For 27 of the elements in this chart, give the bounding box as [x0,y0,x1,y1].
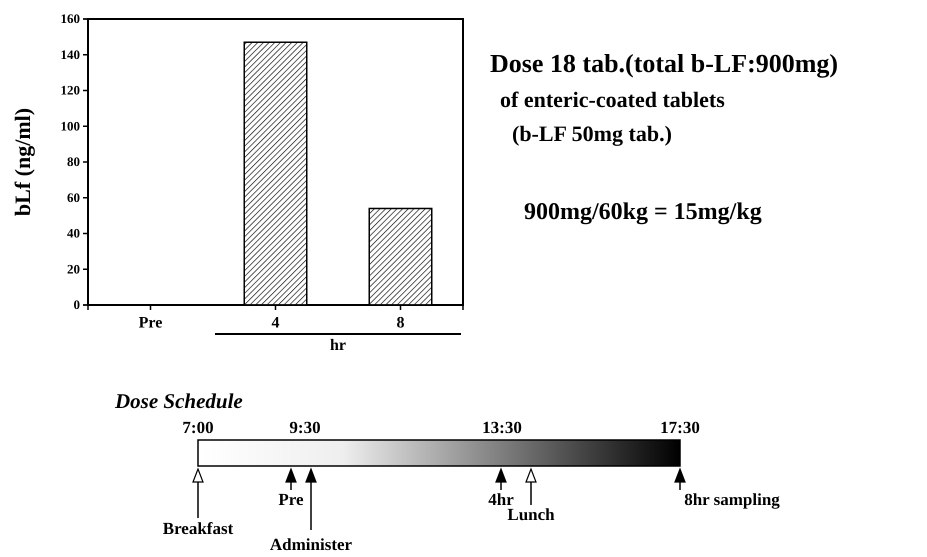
text: 13:30 [482,418,522,437]
text: Dose 18 tab.(total b-LF:900mg) [490,49,838,78]
y-tick-label: 140 [60,46,80,62]
text: Breakfast [162,519,234,538]
y-tick-label: 120 [60,82,80,98]
text: Dose Schedule [114,389,243,413]
y-tick-label: 160 [60,11,80,26]
x-tick-label: 4 [272,314,280,332]
text: Pre [278,490,304,509]
text: 900mg/60kg = 15mg/kg [524,199,762,225]
text: 9:30 [289,418,321,437]
text: 7:00 [182,418,214,437]
x-tick-label: 8 [396,314,404,332]
text: of enteric-coated tablets [500,87,726,112]
text: 17:30 [660,418,700,437]
y-tick-label: 80 [67,154,80,170]
y-tick-label: 20 [67,261,80,276]
text: 8hr sampling [684,490,780,509]
y-tick-label: 60 [67,190,80,205]
text: (b-LF 50mg tab.) [512,121,672,146]
text: Administer [270,535,353,554]
y-tick-label: 100 [60,118,80,134]
x-axis-title: hr [330,337,346,354]
y-tick-label: 40 [67,226,80,241]
y-tick-label: 0 [74,297,80,312]
x-tick-label: Pre [138,314,162,332]
y-axis-title: bLf (ng/ml) [10,108,35,216]
